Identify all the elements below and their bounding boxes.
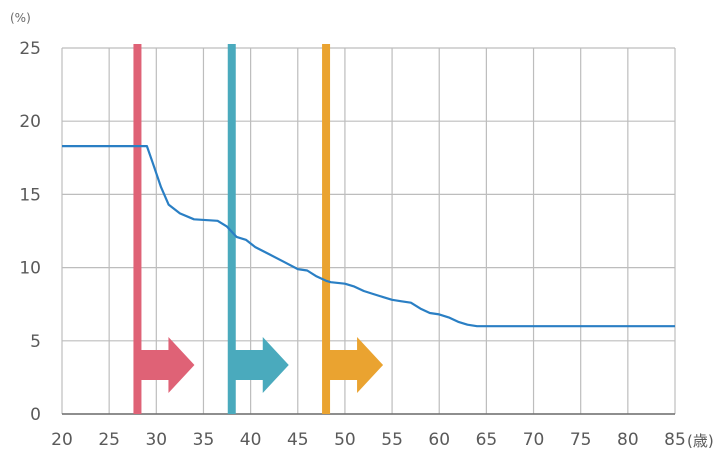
x-tick-label-9: 65 [476,430,498,450]
x-tick-label-12: 80 [617,430,639,450]
x-tick-label-10: 70 [523,430,545,450]
age-marker-line-1 [227,44,236,414]
x-tick-label-2: 30 [145,430,167,450]
x-tick-label-8: 60 [428,430,450,450]
age-marker-arrow-1 [228,337,289,393]
x-axis-unit: (歳) [687,432,714,450]
y-tick-labels: 0 5 10 15 20 25 [19,39,41,425]
x-tick-label-5: 45 [287,430,309,450]
x-tick-label-1: 25 [98,430,120,450]
age-marker-line-0 [133,44,142,414]
x-tick-label-0: 20 [51,430,73,450]
age-marker-arrow-0 [134,337,195,393]
series-group [62,145,675,328]
x-tick-label-6: 50 [334,430,356,450]
series-line-0 [62,145,675,328]
grid [61,47,676,415]
x-tick-labels: 20 25 30 35 40 45 50 55 60 65 70 75 80 85 [51,430,686,450]
y-tick-label-1: 5 [30,332,41,352]
age-marker-arrow-2 [323,337,384,393]
y-axis-unit: (%) [10,11,31,25]
x-tick-label-13: 85 [664,430,686,450]
y-tick-label-3: 15 [19,185,41,205]
age-marker-line-2 [322,44,331,414]
age-markers [133,44,384,414]
x-tick-label-3: 35 [193,430,215,450]
y-tick-label-4: 20 [19,112,41,132]
x-tick-label-4: 40 [240,430,262,450]
x-tick-label-11: 75 [570,430,592,450]
y-tick-label-2: 10 [19,259,41,279]
y-tick-label-5: 25 [19,39,41,59]
y-tick-label-0: 0 [30,405,41,425]
x-tick-label-7: 55 [381,430,403,450]
